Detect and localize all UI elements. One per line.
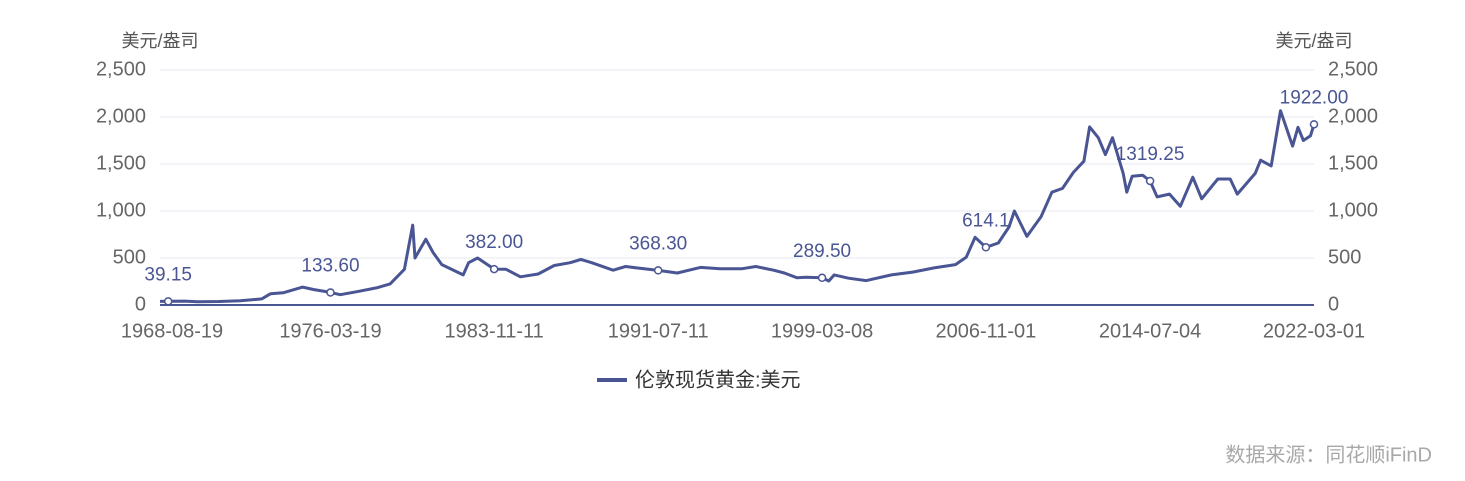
source-note: 数据来源：同花顺iFinD xyxy=(1225,443,1432,466)
annotation-label: 382.00 xyxy=(465,232,523,253)
annotation-marker xyxy=(326,288,335,297)
annotation-label: 39.15 xyxy=(144,264,192,285)
y-tick-label: 2,500 xyxy=(96,58,146,80)
annotation-label: 368.30 xyxy=(629,233,687,254)
x-tick-label: 1968-08-19 xyxy=(121,320,223,342)
annotation-marker xyxy=(163,297,173,306)
y2-axis-label: 美元/盎司 xyxy=(1275,31,1352,51)
y-axis-label: 美元/盎司 xyxy=(121,31,198,51)
y2-tick-label: 1,000 xyxy=(1328,199,1378,221)
x-tick-label: 2022-03-01 xyxy=(1263,320,1365,342)
x-tick-label: 1991-07-11 xyxy=(608,320,709,342)
annotation-label: 133.60 xyxy=(301,255,359,276)
x-tick-label: 2006-11-01 xyxy=(935,320,1036,342)
y2-tick-label: 2,000 xyxy=(1328,105,1378,127)
y-tick-label: 1,500 xyxy=(96,152,146,174)
annotation-label: 289.50 xyxy=(793,241,851,262)
annotation-marker xyxy=(817,273,827,283)
annotation-label: 614.1 xyxy=(962,210,1010,231)
y-tick-label: 500 xyxy=(113,246,146,268)
x-tick-label: 2014-07-04 xyxy=(1099,320,1201,342)
y2-tick-label: 1,500 xyxy=(1328,152,1378,174)
x-tick-label: 1983-11-11 xyxy=(444,320,543,342)
annotation-marker xyxy=(981,243,991,252)
x-tick-label: 1999-03-08 xyxy=(771,320,873,342)
annotation-marker xyxy=(489,264,499,274)
annotation-label: 1922.00 xyxy=(1280,87,1349,108)
y2-tick-label: 2,500 xyxy=(1328,58,1378,80)
x-tick-label: 1976-03-19 xyxy=(279,320,381,342)
annotation-marker xyxy=(1309,120,1319,129)
y-tick-label: 1,000 xyxy=(96,199,146,221)
y-tick-label: 0 xyxy=(135,293,146,315)
annotation-label: 1319.25 xyxy=(1116,144,1185,165)
annotation-marker xyxy=(1145,176,1155,186)
legend-label: 伦敦现货黄金:美元 xyxy=(635,368,801,391)
y-tick-label: 2,000 xyxy=(96,105,146,127)
y2-tick-label: 500 xyxy=(1328,246,1361,268)
y2-tick-label: 0 xyxy=(1328,293,1339,315)
annotation-marker xyxy=(653,266,663,275)
